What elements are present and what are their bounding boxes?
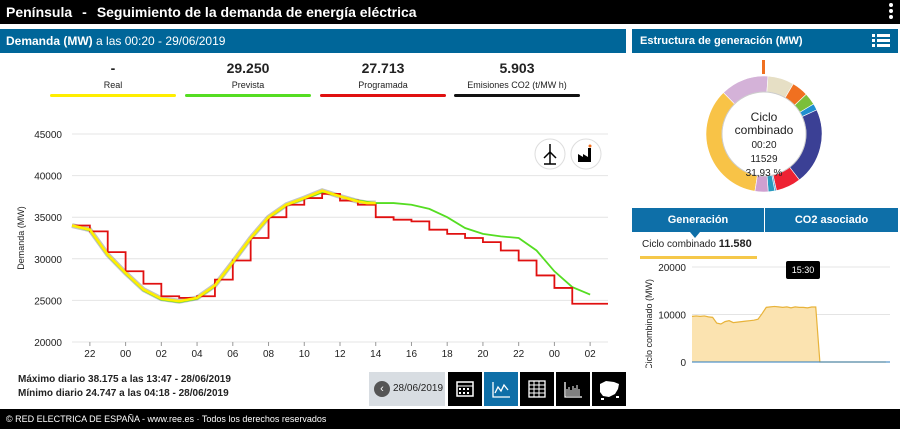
wind-turbine-icon[interactable]	[534, 138, 566, 170]
metric-label: Programada	[358, 80, 408, 90]
y-tick-label: 45000	[34, 130, 62, 141]
y-tick-label: 20000	[34, 338, 62, 349]
metric-label: Emisiones CO2 (t/MW h)	[467, 80, 567, 90]
metric-programada[interactable]: 27.713 Programada	[320, 60, 446, 97]
footer: © RED ELECTRICA DE ESPAÑA - www.ree.es ·…	[0, 409, 900, 429]
demand-label: Demanda (MW)	[6, 34, 93, 48]
generation-donut: Ciclo combinado 00:20 11529 31,93 %	[705, 60, 823, 193]
tab-generacion[interactable]: Generación	[632, 208, 764, 232]
metric-color-bar	[454, 94, 580, 97]
metric-label: Prevista	[231, 80, 265, 90]
calendar-icon	[456, 381, 474, 397]
metric-value: 29.250	[226, 60, 270, 76]
area-chart-icon	[564, 382, 582, 398]
x-tick-label: 20	[477, 349, 489, 360]
x-tick-label: 22	[513, 349, 525, 360]
metric-label: Real	[103, 80, 123, 90]
donut-center-name-1: Ciclo	[751, 110, 778, 124]
page-title: Seguimiento de la demanda de energía elé…	[96, 4, 417, 20]
metric-prevista[interactable]: 29.250 Prevista	[185, 60, 311, 97]
x-tick-label: 14	[370, 349, 382, 360]
area-chart-button[interactable]	[556, 372, 590, 406]
y-tick-label: 35000	[34, 213, 62, 224]
series-real	[71, 189, 376, 303]
donut-center-value: 11529	[750, 154, 778, 165]
x-tick-label: 10	[299, 349, 311, 360]
demand-chart: 45000 40000 35000 30000 25000 20000 22 00 02 04 06…	[16, 130, 608, 360]
calendar-button[interactable]	[448, 372, 482, 406]
y-tick-label: 20000	[658, 263, 686, 274]
ciclo-combinado-chart: 20000 10000 0 Ciclo combinado (MW)	[644, 263, 890, 368]
more-options-icon[interactable]	[888, 2, 894, 22]
metric-color-bar	[185, 94, 311, 97]
metrics-panel: - Real 29.250 Prevista 27.713 Programada…	[50, 60, 590, 97]
series-prevista	[71, 191, 591, 303]
x-tick-label: 22	[84, 349, 96, 360]
daily-min: Mínimo diario 24.747 a las 04:18 - 28/06…	[18, 388, 229, 399]
x-tick-label: 12	[334, 349, 346, 360]
x-tick-label: 00	[120, 349, 132, 360]
generation-structure-header: Estructura de generación (MW)	[632, 29, 898, 53]
daily-max: Máximo diario 38.175 a las 13:47 - 28/06…	[18, 374, 231, 385]
donut-marker	[762, 60, 765, 74]
chart-view-button[interactable]	[484, 372, 518, 406]
line-chart-icon	[492, 382, 510, 398]
chevron-left-icon[interactable]: ‹	[374, 381, 390, 397]
x-tick-label: 00	[549, 349, 561, 360]
metric-emisiones[interactable]: 5.903 Emisiones CO2 (t/MW h)	[454, 60, 580, 97]
demand-header: Demanda (MW) a las 00:20 - 29/06/2019	[0, 29, 626, 53]
time-tooltip: 15:30	[786, 261, 820, 279]
list-icon[interactable]	[872, 34, 890, 48]
title-separator: -	[82, 4, 87, 20]
donut-center-percent: 31,93 %	[746, 168, 783, 179]
y-tick-label: 40000	[34, 172, 62, 183]
factory-icon[interactable]	[570, 138, 602, 170]
x-tick-label: 06	[227, 349, 239, 360]
selected-gen-value: 11.580	[718, 238, 752, 250]
metric-value: 27.713	[361, 60, 405, 76]
area-fill	[692, 306, 886, 362]
metric-color-bar	[50, 94, 176, 97]
y-axis-label: Ciclo combinado (MW)	[644, 279, 654, 368]
tab-indicator	[690, 232, 700, 238]
y-tick-label: 0	[680, 358, 686, 368]
metric-value: 5.903	[499, 60, 535, 76]
x-tick-label: 04	[192, 349, 204, 360]
spain-map-icon	[600, 381, 619, 400]
region-label: Península	[6, 4, 73, 20]
x-tick-label: 02	[156, 349, 168, 360]
x-tick-label: 18	[442, 349, 454, 360]
y-tick-label: 30000	[34, 255, 62, 266]
selected-color-bar	[640, 256, 757, 259]
map-button[interactable]	[592, 372, 626, 406]
selected-gen-label: Ciclo combinado	[642, 239, 716, 250]
generation-structure-label: Estructura de generación (MW)	[640, 35, 803, 47]
top-bar: Península - Seguimiento de la demanda de e…	[0, 0, 900, 24]
table-icon	[528, 380, 546, 398]
donut-center-time: 00:20	[751, 140, 776, 151]
demand-time: a las 00:20 - 29/06/2019	[96, 34, 226, 48]
series-shadow	[71, 188, 376, 304]
x-tick-label: 08	[263, 349, 275, 360]
y-tick-label: 10000	[658, 311, 686, 322]
y-axis-label: Demanda (MW)	[16, 206, 26, 270]
x-tick-label: 02	[585, 349, 597, 360]
metric-real[interactable]: - Real	[50, 60, 176, 97]
series-programada	[72, 193, 608, 305]
x-tick-label: 16	[406, 349, 418, 360]
tab-co2[interactable]: CO2 asociado	[764, 208, 898, 232]
selected-generation: Ciclo combinado 11.580	[642, 238, 752, 250]
metric-color-bar	[320, 94, 446, 97]
metric-value: -	[110, 60, 116, 76]
donut-center-name-2: combinado	[735, 123, 794, 137]
date-selector[interactable]: ‹ 28/06/2019	[369, 372, 445, 406]
date-label: 28/06/2019	[393, 383, 444, 394]
table-view-button[interactable]	[520, 372, 554, 406]
y-tick-label: 25000	[34, 296, 62, 307]
